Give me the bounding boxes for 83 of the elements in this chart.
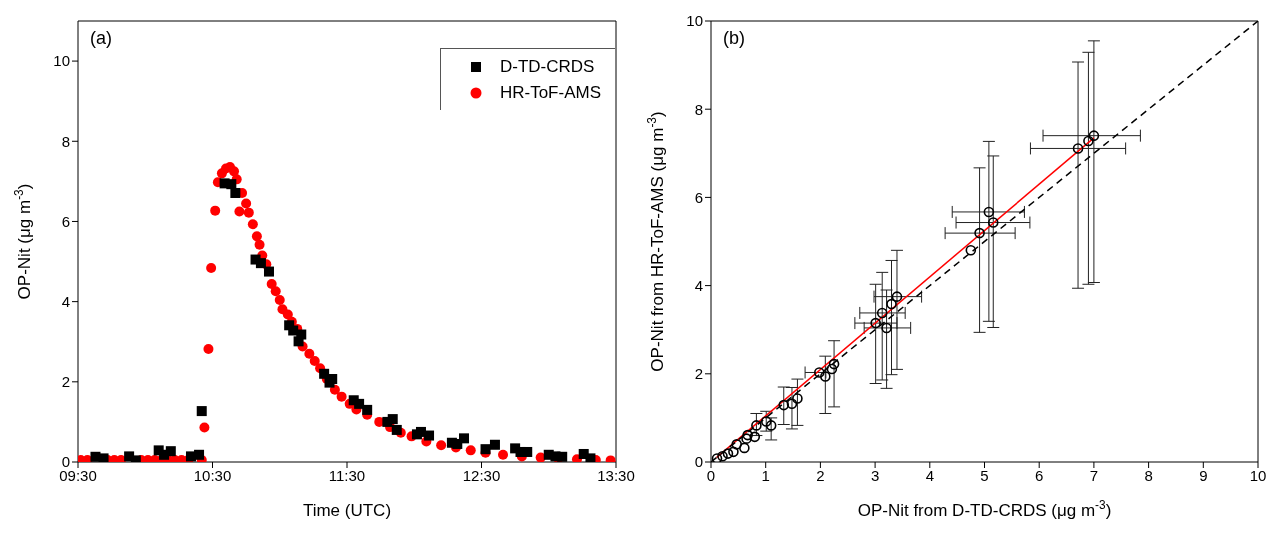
point <box>711 453 723 462</box>
point <box>226 179 237 190</box>
x-tick-label: 9 <box>1199 466 1208 484</box>
y-tick-label: 8 <box>694 100 703 118</box>
point <box>778 399 790 411</box>
y-tick-label: 10 <box>53 52 70 70</box>
x-tick-label: 10 <box>1249 466 1267 484</box>
point <box>459 433 470 444</box>
point <box>391 424 402 435</box>
chart-title: (a) <box>90 28 112 49</box>
point <box>760 416 772 427</box>
x-axis-title: OP-Nit from D-TD-CRDS (μg m$^{-3}$) <box>857 498 1112 520</box>
point <box>522 446 533 457</box>
point <box>263 266 274 277</box>
point <box>424 430 435 441</box>
point <box>194 449 205 460</box>
point <box>987 217 999 228</box>
x-axis-title: Time (UTC) <box>302 501 392 520</box>
point <box>196 406 207 417</box>
point <box>741 433 752 444</box>
point <box>820 371 831 382</box>
point <box>165 446 176 457</box>
x-tick-label: 1 <box>761 466 770 484</box>
point <box>1083 135 1094 147</box>
point <box>585 453 596 462</box>
x-tick-label: 11:30 <box>328 466 366 484</box>
point <box>557 451 568 462</box>
point <box>98 453 109 462</box>
point <box>362 404 373 415</box>
chart-title: (b) <box>723 28 745 49</box>
point <box>974 227 985 239</box>
x-tick-label: 2 <box>816 466 825 484</box>
y-tick-label: 8 <box>61 132 70 150</box>
y-tick-label: 10 <box>686 12 703 30</box>
point <box>749 431 761 443</box>
point <box>255 258 266 269</box>
y-tick-label: 2 <box>61 373 70 391</box>
x-tick-label: 0 <box>706 466 716 484</box>
point <box>722 448 734 459</box>
point <box>983 206 995 218</box>
point <box>728 446 739 458</box>
point <box>786 398 798 410</box>
x-tick-label: 12:30 <box>462 466 501 484</box>
point <box>792 393 803 404</box>
y-tick-label: 6 <box>694 188 703 206</box>
x-tick-label: 8 <box>1144 466 1153 484</box>
x-tick-label: 4 <box>925 466 934 484</box>
x-tick-label: 6 <box>1035 466 1044 484</box>
point <box>751 420 762 431</box>
point <box>296 329 307 340</box>
point <box>828 358 840 370</box>
point <box>891 291 903 302</box>
x-tick-label: 13:30 <box>597 466 635 484</box>
legend-label: D-TD-CRDS <box>499 56 595 78</box>
x-tick-label: 10:30 <box>193 466 232 484</box>
point <box>826 363 838 375</box>
x-tick-label: 7 <box>1089 466 1099 484</box>
point <box>354 398 365 409</box>
point <box>876 307 888 319</box>
y-tick-label: 0 <box>694 453 703 471</box>
point <box>886 298 897 310</box>
y-tick-label: 6 <box>61 212 70 230</box>
point <box>742 429 753 441</box>
y-tick-label: 4 <box>61 292 70 310</box>
point <box>90 451 101 462</box>
point <box>870 317 881 329</box>
point <box>965 245 977 256</box>
legend-label: HR-ToF-AMS <box>499 82 601 104</box>
point <box>731 439 743 450</box>
x-tick-label: 3 <box>870 466 880 484</box>
point <box>230 187 241 198</box>
point <box>717 450 728 462</box>
point <box>881 322 892 334</box>
point <box>814 367 825 378</box>
point <box>739 442 750 454</box>
point <box>1072 143 1084 154</box>
point <box>765 420 777 431</box>
y-tick-label: 4 <box>694 276 703 294</box>
x-tick-label: 5 <box>980 466 989 484</box>
point <box>387 414 398 425</box>
point <box>489 439 500 450</box>
y-tick-label: 2 <box>694 365 703 383</box>
point <box>1088 130 1100 141</box>
